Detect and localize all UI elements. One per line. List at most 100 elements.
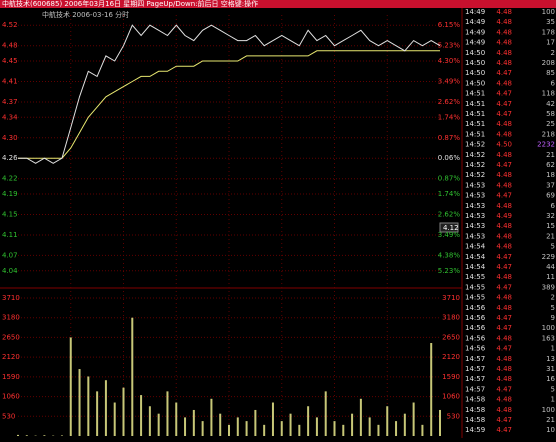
- trade-volume: 21: [546, 232, 555, 240]
- trade-time: 14:58: [465, 416, 485, 424]
- volume-bar: [263, 425, 265, 436]
- trade-price: 4.50: [496, 141, 512, 149]
- y-tick-label: 4.26: [2, 154, 18, 162]
- trade-time: 14:52: [465, 151, 485, 159]
- trade-price: 4.47: [496, 314, 512, 322]
- trade-time: 14:50: [465, 49, 485, 57]
- pct-label: 5.23%: [438, 42, 461, 50]
- trade-price: 4.48: [496, 232, 512, 240]
- trade-price: 4.48: [496, 171, 512, 179]
- trade-time: 14:53: [465, 202, 485, 210]
- trade-volume: 69: [546, 192, 555, 200]
- trade-volume: 18: [546, 171, 555, 179]
- trade-volume: 21: [546, 416, 555, 424]
- trade-volume: 229: [542, 253, 555, 261]
- trade-price: 4.48: [496, 39, 512, 47]
- volume-bar: [254, 410, 256, 436]
- volume-bar: [193, 410, 195, 436]
- trade-time: 14:53: [465, 181, 485, 189]
- trade-price: 4.48: [496, 28, 512, 36]
- trade-time: 14:57: [465, 385, 485, 393]
- trade-volume: 62: [546, 161, 555, 169]
- trade-price: 4.47: [496, 263, 512, 271]
- volume-bar: [210, 399, 212, 436]
- trade-price: 4.48: [496, 365, 512, 373]
- trade-volume: 25: [546, 120, 555, 128]
- trade-volume: 389: [542, 283, 555, 291]
- trade-price: 4.48: [496, 222, 512, 230]
- trade-volume: 9: [551, 314, 555, 322]
- trade-time: 14:52: [465, 171, 485, 179]
- y-tick-label: 4.22: [2, 175, 18, 183]
- trade-time: 14:58: [465, 406, 485, 414]
- trade-price: 4.48: [496, 181, 512, 189]
- trade-time: 14:49: [465, 8, 485, 16]
- trade-time: 14:56: [465, 345, 486, 353]
- trade-volume: 10: [546, 426, 555, 434]
- pct-label: 3.49%: [438, 231, 461, 239]
- volume-bar: [219, 414, 221, 436]
- trade-time: 14:49: [465, 18, 485, 26]
- volume-bar: [70, 337, 72, 436]
- pct-label: 0.87%: [438, 175, 461, 183]
- volume-bar: [228, 425, 230, 436]
- trade-price: 4.47: [496, 324, 512, 332]
- volume-bar: [79, 369, 81, 436]
- trade-price: 4.48: [496, 130, 512, 138]
- pct-label: 5.23%: [438, 267, 461, 275]
- trade-price: 4.48: [496, 355, 512, 363]
- volume-bar: [281, 421, 283, 436]
- volume-bar: [290, 414, 292, 436]
- vol-tick-label-right: 1060: [442, 393, 460, 401]
- trade-volume: 163: [542, 334, 555, 342]
- trade-volume: 31: [546, 365, 555, 373]
- trade-volume: 85: [546, 69, 555, 77]
- vol-tick-label: 2120: [2, 353, 20, 361]
- trade-volume: 58: [546, 110, 555, 118]
- trade-time: 14:49: [465, 39, 485, 47]
- pct-label: 3.49%: [438, 78, 461, 86]
- pct-label: 1.74%: [438, 190, 461, 198]
- pct-label: 1.74%: [438, 113, 461, 121]
- volume-bar: [26, 435, 28, 436]
- trade-volume: 100: [542, 324, 555, 332]
- volume-bar: [404, 414, 406, 436]
- trade-price: 4.47: [496, 416, 512, 424]
- volume-bar: [175, 403, 177, 436]
- volume-bar: [386, 406, 388, 436]
- volume-bar: [114, 403, 116, 436]
- y-tick-label: 4.41: [2, 78, 18, 86]
- trade-time: 14:54: [465, 263, 486, 271]
- y-tick-label: 4.52: [2, 21, 18, 29]
- volume-bar: [202, 421, 204, 436]
- trade-time: 14:57: [465, 355, 485, 363]
- trade-time: 14:51: [465, 120, 485, 128]
- trade-time: 14:55: [465, 294, 485, 302]
- y-tick-label: 4.07: [2, 251, 18, 259]
- volume-bar: [377, 425, 379, 436]
- vol-tick-label: 1060: [2, 393, 20, 401]
- trade-time: 14:56: [465, 334, 486, 342]
- volume-bar: [17, 435, 19, 436]
- trade-volume: 2: [551, 49, 555, 57]
- volume-bar: [325, 391, 327, 436]
- trade-price: 4.48: [496, 273, 512, 281]
- volume-bar: [272, 403, 274, 436]
- trade-price: 4.48: [496, 406, 512, 414]
- trade-volume: 42: [546, 100, 555, 108]
- trade-time: 14:54: [465, 253, 486, 261]
- trade-time: 14:51: [465, 100, 485, 108]
- trade-volume: 6: [551, 202, 556, 210]
- trade-price: 4.48: [496, 304, 512, 312]
- volume-bar: [360, 399, 362, 436]
- volume-bar: [421, 425, 423, 436]
- trade-volume: 5: [551, 304, 555, 312]
- trade-volume: 118: [542, 90, 555, 98]
- trade-price: 4.47: [496, 345, 512, 353]
- trade-time: 14:51: [465, 130, 485, 138]
- trade-time: 14:50: [465, 79, 485, 87]
- trade-volume: 35: [546, 18, 555, 26]
- vol-tick-label: 3180: [2, 314, 20, 322]
- volume-bar: [166, 391, 168, 436]
- y-tick-label: 4.15: [2, 211, 18, 219]
